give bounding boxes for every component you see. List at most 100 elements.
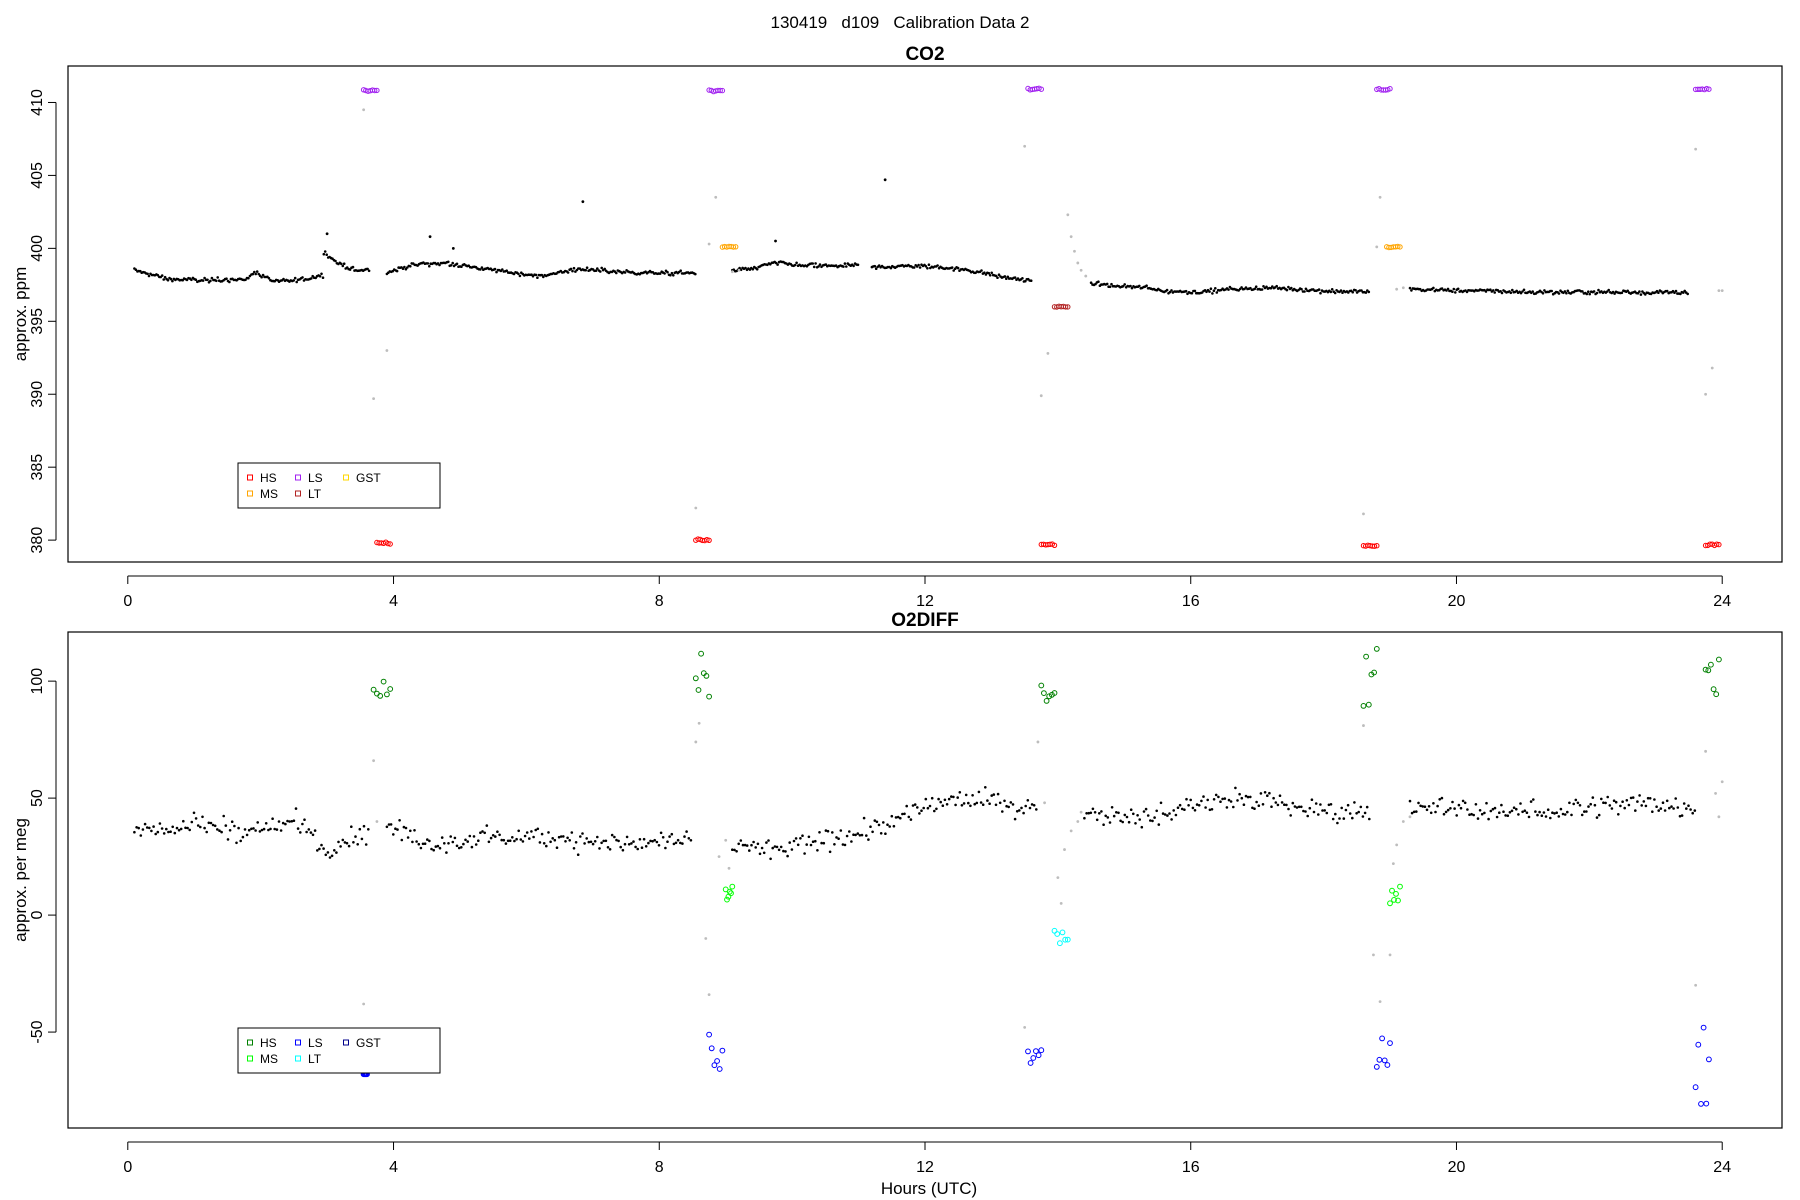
- co2-sample-point: [292, 279, 296, 282]
- o2diff-sample-point: [743, 843, 747, 847]
- o2diff-sample-point: [269, 827, 272, 831]
- o2diff-sample-point: [668, 835, 671, 838]
- o2diff-sample-point: [1157, 823, 1161, 826]
- o2diff-sample-point: [681, 842, 684, 845]
- o2diff-sample-point: [1585, 810, 1588, 813]
- o2diff-sample-point: [685, 830, 688, 833]
- o2diff-sample-point: [937, 797, 940, 801]
- o2diff-sample-point: [1653, 798, 1656, 801]
- co2-sample-point: [505, 269, 509, 273]
- o2diff-sample-point: [1546, 808, 1550, 811]
- o2diff-x-tick-label: 16: [1182, 1159, 1200, 1176]
- co2-sample-point: [447, 260, 450, 264]
- o2diff-sample-point: [1149, 819, 1152, 822]
- co2-sample-point: [1317, 288, 1321, 291]
- o2diff-sample-point: [1491, 807, 1495, 811]
- o2diff-sample-point: [1587, 805, 1590, 808]
- o2diff-sample-point: [1191, 806, 1195, 810]
- co2-sample-point: [366, 267, 369, 271]
- co2-calibration-point-ms: [1397, 244, 1403, 250]
- co2-sample-point: [1145, 284, 1148, 288]
- o2diff-sample-point: [1583, 810, 1586, 813]
- o2diff-sample-point: [305, 830, 308, 834]
- co2-sample-point: [428, 264, 431, 268]
- co2-sample-point: [988, 274, 992, 277]
- o2diff-sample-point: [290, 820, 294, 823]
- o2diff-sample-point: [930, 796, 934, 800]
- o2diff-sample-point: [619, 845, 622, 849]
- o2diff-sample-point: [593, 840, 597, 843]
- o2diff-sample-point: [551, 837, 554, 840]
- co2-sample-point: [812, 265, 816, 269]
- o2diff-sample-point: [1512, 806, 1516, 809]
- o2diff-sample-point: [1563, 813, 1567, 816]
- o2diff-legend-label-lt: LT: [308, 1052, 322, 1066]
- o2diff-calibration-point-ls: [708, 1045, 715, 1052]
- o2diff-sample-point: [1474, 803, 1478, 806]
- o2diff-sample-point: [1238, 792, 1241, 796]
- o2diff-sample-point: [664, 846, 667, 850]
- co2-sample-point: [603, 267, 606, 271]
- o2diff-sample-point: [1202, 795, 1205, 798]
- co2-sample-point: [572, 266, 576, 270]
- o2diff-sample-point: [1342, 817, 1346, 820]
- o2diff-sample-point: [632, 840, 635, 843]
- o2diff-sample-point: [271, 817, 274, 820]
- o2diff-sample-point: [606, 846, 610, 849]
- o2diff-sample-point: [173, 831, 177, 835]
- o2diff-sample-point: [1304, 810, 1307, 813]
- o2diff-sample-point: [1417, 801, 1420, 805]
- o2diff-sample-point: [875, 820, 879, 824]
- o2diff-sample-point: [1015, 810, 1019, 813]
- co2-sample-point: [518, 274, 522, 278]
- o2diff-sample-point: [865, 834, 868, 837]
- o2diff-flushing-point: [1076, 820, 1080, 823]
- co2-sample-point: [912, 266, 916, 269]
- co2-sample-point: [1541, 292, 1545, 295]
- o2diff-sample-point: [926, 806, 930, 810]
- o2diff-sample-point: [837, 837, 840, 840]
- o2diff-calibration-points: [360, 646, 1722, 1107]
- o2diff-sample-point: [288, 820, 291, 823]
- o2diff-sample-point: [549, 840, 552, 844]
- co2-sample-point: [1367, 290, 1371, 294]
- o2diff-sample-point: [1449, 807, 1452, 810]
- o2diff-sample-point: [250, 827, 253, 831]
- o2diff-calibration-point-hs: [703, 673, 710, 679]
- o2diff-sample-point: [1291, 801, 1295, 805]
- co2-sample-point: [1190, 291, 1194, 295]
- o2diff-y-axis-label: approx. per meg: [11, 818, 30, 942]
- o2diff-sample-point: [1136, 814, 1139, 817]
- o2diff-sample-point: [277, 820, 281, 823]
- o2diff-flushing-point: [724, 838, 728, 842]
- o2diff-calibration-point-ls: [1030, 1055, 1037, 1061]
- co2-sample-point: [310, 277, 313, 280]
- o2diff-calibration-point-ls: [1703, 1100, 1710, 1107]
- o2diff-sample-point: [657, 844, 661, 847]
- o2diff-sample-point: [653, 838, 656, 842]
- o2diff-sample-point: [1132, 812, 1135, 816]
- o2diff-sample-point: [1319, 803, 1322, 806]
- o2diff-sample-point: [1210, 808, 1214, 811]
- co2-flushing-point: [372, 397, 375, 401]
- co2-sample-point: [1522, 288, 1526, 292]
- o2diff-sample-point: [192, 811, 196, 815]
- o2diff-sample-point: [1625, 799, 1629, 802]
- o2diff-calibration-point-hs: [706, 693, 712, 700]
- co2-x-tick-label: 20: [1448, 593, 1466, 610]
- o2diff-sample-point: [564, 840, 567, 843]
- o2diff-sample-point: [1642, 800, 1646, 803]
- o2diff-sample-point: [254, 829, 257, 832]
- o2diff-sample-point: [811, 840, 815, 843]
- co2-sample-point: [594, 269, 598, 273]
- o2diff-sample-point: [440, 836, 444, 839]
- o2diff-sample-point: [235, 841, 238, 845]
- co2-sample-point: [694, 272, 697, 276]
- o2diff-calibration-point-ls: [1373, 1064, 1380, 1070]
- o2diff-sample-point: [1629, 796, 1633, 800]
- co2-sample-point: [536, 276, 539, 280]
- o2diff-sample-point: [627, 843, 631, 846]
- co2-sample-point: [156, 273, 160, 277]
- o2diff-sample-point: [967, 801, 970, 805]
- o2diff-sample-point: [1200, 799, 1203, 803]
